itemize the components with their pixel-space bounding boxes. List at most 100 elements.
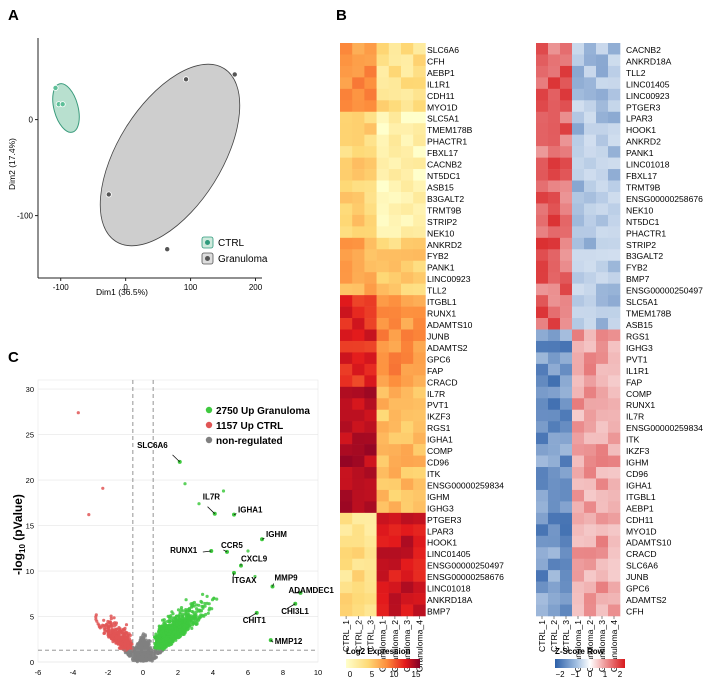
- volcano-point-up-granuloma: [190, 602, 195, 606]
- heatmap-col-label: Granuloma_3: [402, 620, 412, 672]
- heatmap-cell: [376, 295, 390, 307]
- volcano-point-nonregulated: [146, 640, 150, 644]
- heatmap-cell: [536, 111, 549, 124]
- heatmap-cell: [584, 249, 597, 262]
- heatmap-cell: [352, 558, 365, 571]
- heatmap-cell: [536, 43, 549, 55]
- heatmap-row-label: IGHG3: [626, 343, 653, 353]
- heatmap-cell: [413, 77, 426, 90]
- heatmap-cell: [608, 180, 621, 193]
- heatmap-cell: [536, 398, 549, 411]
- heatmap-cell: [584, 54, 597, 67]
- heatmap-cell: [560, 581, 573, 594]
- heatmap-cell: [608, 581, 621, 594]
- volcano-point-nonregulated: [148, 646, 153, 650]
- heatmap-row-label: SLC6A6: [626, 561, 658, 571]
- ctrl-ellipse: [52, 83, 80, 133]
- heatmap-cell: [584, 501, 597, 514]
- heatmap-row-label: FBXL17: [427, 148, 458, 158]
- heatmap-cell: [560, 318, 573, 330]
- heatmap-row-label: CD96: [427, 458, 449, 468]
- heatmap-cell: [560, 123, 573, 135]
- heatmap-row-label: GPC6: [427, 354, 451, 364]
- heatmap-cell: [401, 123, 414, 135]
- heatmap-cell: [560, 512, 573, 525]
- volcano-gene-label: CXCL9: [241, 555, 268, 564]
- heatmap-cell: [340, 581, 353, 594]
- heatmap-cell: [401, 237, 414, 250]
- pca-plot: -100 0 100 200 -100 0 Dim1 (36.5%) Dim2 (17.4…: [7, 38, 268, 297]
- heatmap-cell: [560, 329, 573, 342]
- heatmap-row-label: CRACD: [626, 549, 657, 559]
- heatmap-cell: [340, 295, 353, 307]
- heatmap-cell: [560, 249, 573, 262]
- volcano-legend: 2750 Up Granuloma 1157 Up CTRL non-regul…: [205, 406, 310, 447]
- heatmap-cell: [572, 65, 585, 78]
- heatmap-cell: [536, 467, 549, 479]
- heatmap-cell: [340, 329, 353, 342]
- heatmap-cell: [608, 409, 621, 422]
- heatmap-cell: [413, 352, 426, 365]
- heatmap-cell: [376, 203, 390, 216]
- heatmap-cell: [536, 386, 549, 399]
- colorbar-tick-label: −1: [570, 670, 580, 679]
- heatmap-cell: [340, 214, 353, 227]
- heatmap-cell: [560, 283, 573, 296]
- heatmap-cell: [340, 100, 353, 113]
- volcano-ytick-label: 25: [26, 431, 34, 440]
- volcano-point-up-ctrl: [123, 643, 127, 647]
- heatmap-cell: [560, 134, 573, 147]
- volcano-point-up-granuloma: [155, 637, 159, 641]
- heatmap-cell: [376, 363, 390, 376]
- heatmap-cell: [548, 340, 561, 353]
- heatmap-cell: [584, 214, 597, 227]
- heatmap-cell: [584, 512, 597, 525]
- heatmap-cell: [608, 352, 621, 365]
- heatmap-cell: [596, 444, 609, 456]
- heatmap-cell: [376, 65, 390, 78]
- heatmap-cell: [572, 191, 585, 204]
- heatmap-cell: [584, 100, 597, 113]
- heatmap-cell: [536, 191, 549, 204]
- heatmap-cell: [536, 226, 549, 239]
- heatmap-cell: [584, 295, 597, 307]
- volcano-point-up-ctrl: [125, 638, 129, 642]
- heatmap-cell: [388, 432, 402, 445]
- heatmap-cell: [584, 340, 597, 353]
- heatmap-row-label: STRIP2: [427, 217, 457, 227]
- heatmap-cell: [352, 54, 365, 67]
- heatmap-cell: [560, 352, 573, 365]
- heatmap-row-label: TRMT9B: [626, 182, 661, 192]
- heatmap-cell: [572, 604, 585, 617]
- heatmap-cell: [536, 306, 549, 319]
- heatmap-cell: [572, 54, 585, 67]
- heatmap-cell: [352, 157, 365, 170]
- heatmap-cell: [352, 272, 365, 284]
- heatmap-cell: [340, 409, 353, 422]
- volcano-point-nonregulated: [138, 638, 142, 642]
- volcano-gene-label: IL7R: [203, 493, 221, 502]
- heatmap-cell: [548, 547, 561, 559]
- heatmap-cell: [413, 100, 426, 113]
- heatmap-row-label: BMP7: [626, 274, 650, 284]
- heatmap-cell: [413, 169, 426, 181]
- heatmap-cell: [608, 398, 621, 411]
- heatmap-cell: [352, 306, 365, 319]
- volcano-point-nonregulated: [130, 657, 135, 661]
- heatmap-cell: [413, 157, 426, 170]
- heatmap-cell: [584, 535, 597, 548]
- volcano-point-up-granuloma: [162, 633, 166, 637]
- heatmap-row-label: ADAMTS10: [427, 320, 473, 330]
- heatmap-cell: [560, 214, 573, 227]
- heatmap-cell: [376, 593, 390, 605]
- heatmap-cell: [401, 570, 414, 582]
- heatmap-cell: [608, 558, 621, 571]
- heatmap-cell: [560, 421, 573, 433]
- heatmap-row-label: RUNX1: [626, 400, 655, 410]
- heatmap-cell: [376, 478, 390, 491]
- heatmap-row-label: CD96: [626, 469, 648, 479]
- colorbar-zscore-gradient: [555, 659, 625, 668]
- heatmap-row-label: IL1R1: [626, 366, 649, 376]
- heatmap-cell: [352, 524, 365, 537]
- heatmap-row-label: ENSG00000259834: [427, 480, 504, 490]
